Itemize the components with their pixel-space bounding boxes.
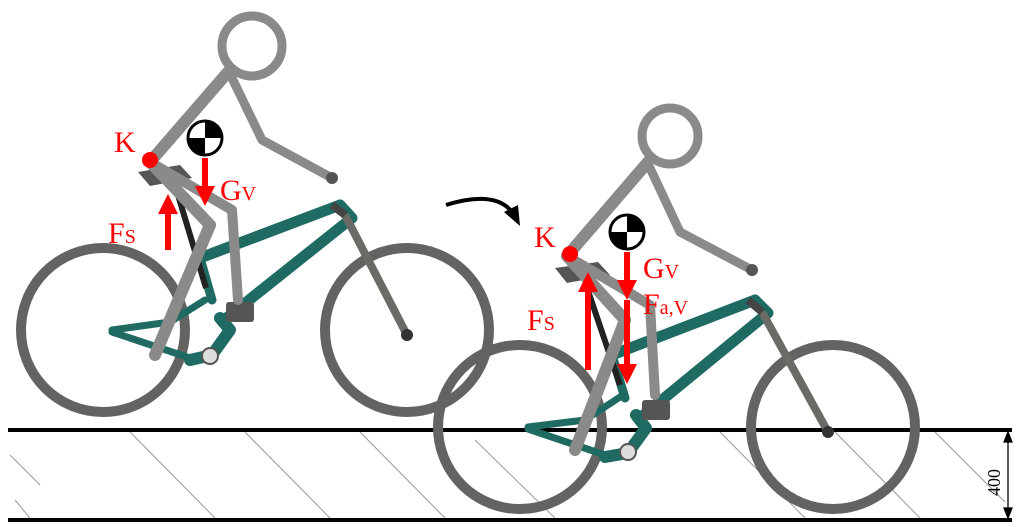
left-rider — [144, 11, 337, 361]
right-accel-force-arrow — [617, 364, 637, 384]
right-gravity-force-arrow — [617, 280, 637, 300]
ground-hatch — [9, 431, 1006, 519]
left-support-force-arrow — [158, 194, 178, 214]
center-of-gravity-icon — [608, 213, 646, 251]
left-pivot-point — [142, 152, 158, 168]
right-gravity-label: GV — [643, 252, 680, 285]
height-dimension — [1003, 430, 1013, 520]
left-front-wheel — [320, 243, 494, 417]
right-pivot-label: K — [534, 221, 556, 254]
left-gravity-label: GV — [220, 174, 257, 207]
center-of-gravity-icon — [186, 119, 224, 157]
left-pivot-label: K — [114, 126, 136, 159]
left-rear-wheel — [16, 243, 190, 417]
right-front-wheel — [746, 340, 920, 514]
dimension-label: 400 — [984, 469, 1004, 496]
curved-arrow-icon — [445, 196, 520, 226]
left-bike: K GV FS — [16, 11, 494, 417]
right-support-force-arrow — [578, 272, 598, 292]
left-gravity-force-arrow — [195, 186, 215, 206]
right-rear-wheel — [433, 340, 607, 514]
left-support-label: FS — [108, 217, 136, 250]
right-support-label: FS — [527, 304, 555, 337]
right-accel-label: Fa,V — [643, 288, 689, 321]
right-bike: K GV Fa,V FS — [433, 103, 920, 514]
right-pivot-point — [562, 246, 578, 262]
